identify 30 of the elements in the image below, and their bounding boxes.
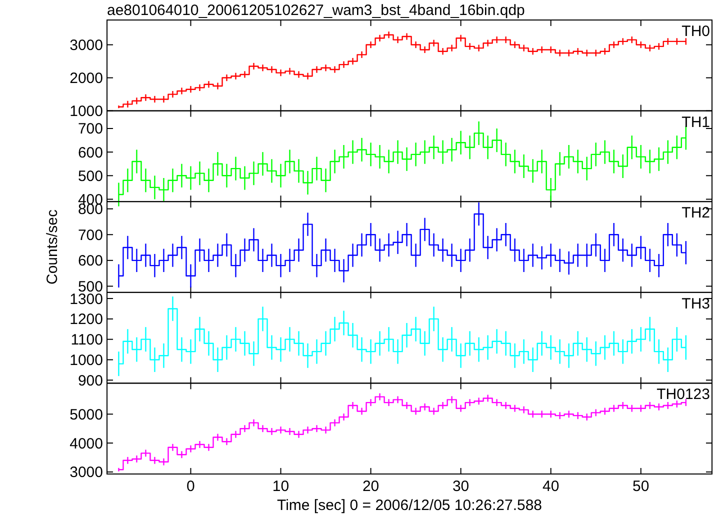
y-tick-label: 2000: [70, 70, 103, 88]
y-tick-label: 700: [78, 226, 103, 244]
y-tick-label: 600: [78, 144, 103, 162]
series-label: TH2: [682, 204, 710, 222]
y-tick-label: 1300: [70, 290, 103, 308]
x-axis-title: Time [sec] 0 = 2006/12/05 10:26:27.588: [276, 497, 542, 514]
y-tick-label: 5000: [70, 406, 103, 424]
series-label: TH0: [682, 23, 710, 40]
y-tick-label: 3000: [70, 464, 103, 482]
series-label: TH0123: [656, 386, 710, 404]
y-tick-label: 1000: [70, 103, 103, 120]
x-tick-label: 10: [272, 478, 290, 495]
y-tick-label: 4000: [70, 435, 103, 452]
y-tick-label: 3000: [70, 37, 103, 54]
y-tick-label: 500: [78, 168, 103, 185]
x-tick-label: 50: [632, 478, 650, 495]
y-tick-label: 600: [78, 252, 103, 270]
series-label: TH1: [682, 114, 710, 131]
y-axis-title: Counts/sec: [44, 208, 61, 285]
x-tick-label: 0: [186, 478, 195, 495]
y-tick-label: 1200: [70, 311, 103, 328]
x-tick-label: 20: [362, 478, 380, 495]
y-tick-label: 1100: [70, 332, 103, 349]
x-tick-label: 40: [542, 478, 560, 495]
series-label: TH3: [682, 295, 710, 312]
y-tick-label: 1000: [70, 352, 103, 369]
chart-title: ae801064010_20061205102627_wam3_bst_4band_16bin.qdp: [107, 2, 525, 19]
x-tick-label: 30: [452, 478, 470, 495]
y-tick-label: 700: [78, 120, 103, 138]
y-tick-label: 900: [78, 372, 103, 390]
